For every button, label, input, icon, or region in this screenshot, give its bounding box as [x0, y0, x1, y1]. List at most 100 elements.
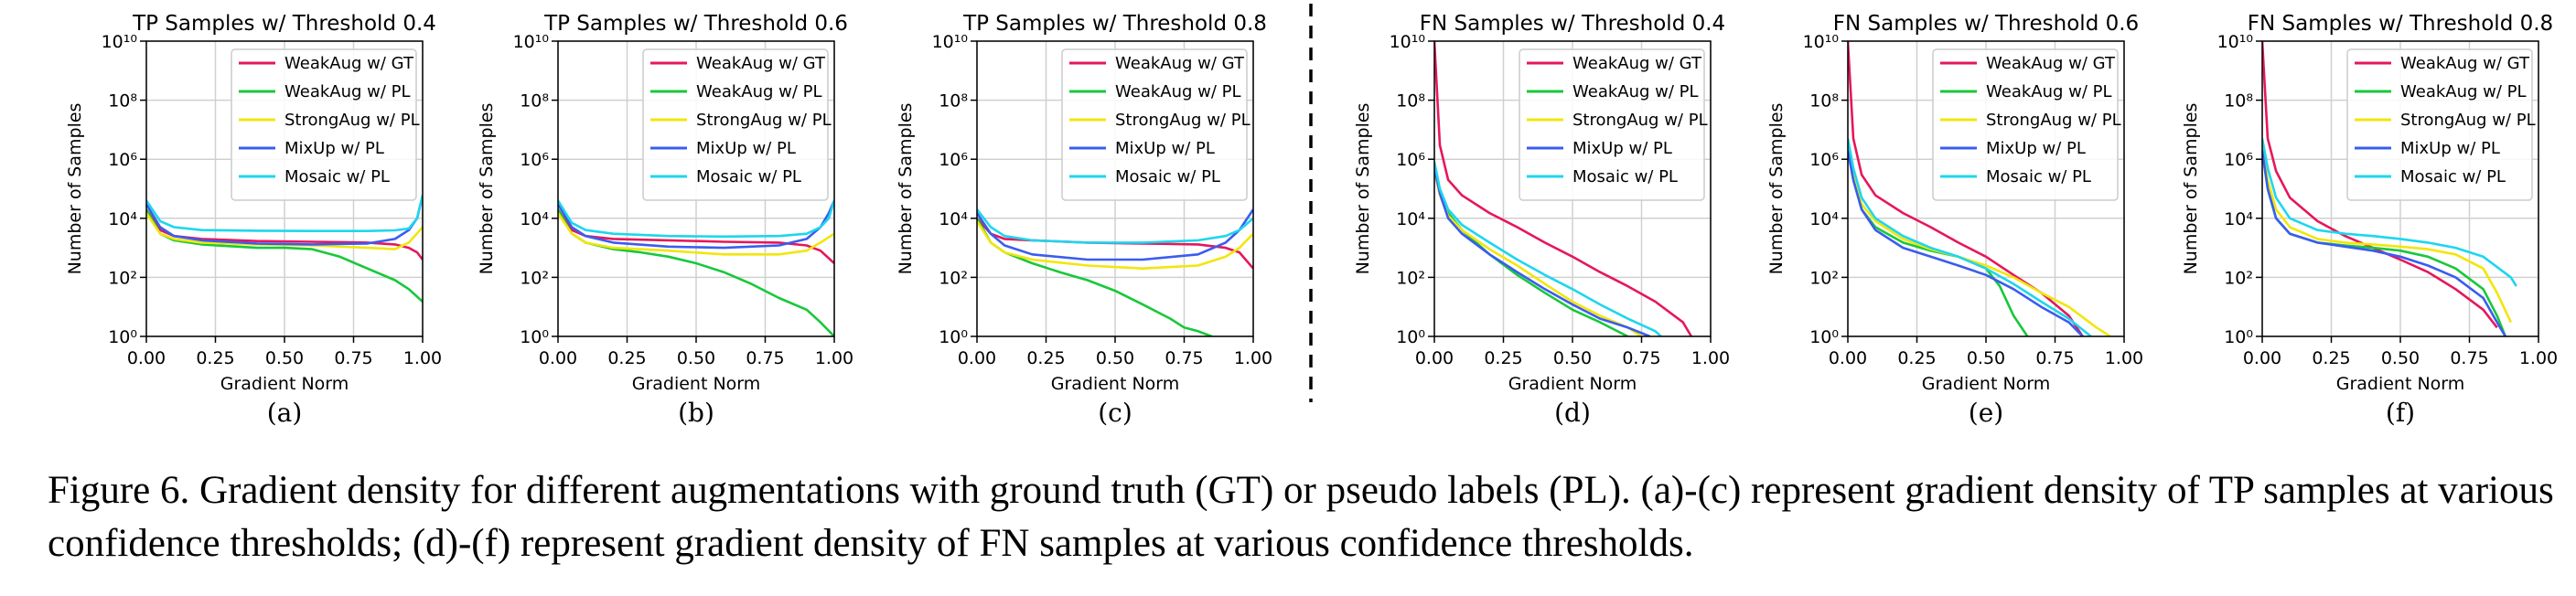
series-line [1848, 138, 2092, 336]
y-tick-label: 10¹⁰ [513, 32, 549, 52]
legend-label: WeakAug w/ GT [1572, 54, 1702, 73]
chart-title: TP Samples w/ Threshold 0.6 [543, 12, 848, 36]
x-tick-label: 0.00 [1415, 348, 1454, 368]
legend-label: Mosaic w/ PL [1115, 167, 1220, 186]
x-tick-label: 1.00 [2105, 348, 2143, 368]
legend-label: Mosaic w/ PL [1986, 167, 2091, 186]
y-tick-label: 10⁰ [939, 327, 968, 347]
x-tick-label: 1.00 [403, 348, 442, 368]
legend-label: Mosaic w/ PL [1572, 167, 1678, 186]
legend-label: MixUp w/ PL [2400, 139, 2500, 158]
y-tick-label: 10² [520, 268, 549, 288]
legend-box [1932, 48, 2119, 201]
y-tick-label: 10² [2224, 268, 2253, 288]
legend-label: WeakAug w/ PL [1115, 82, 1241, 101]
x-tick-label: 1.00 [2519, 348, 2558, 368]
legend-label: WeakAug w/ GT [696, 54, 826, 73]
legend-label: MixUp w/ PL [1572, 139, 1672, 158]
y-tick-label: 10⁶ [939, 150, 968, 170]
series-line [1434, 167, 1651, 336]
y-tick-label: 10⁴ [1396, 209, 1425, 229]
legend-label: WeakAug w/ PL [696, 82, 822, 101]
x-axis-label: Gradient Norm [1051, 374, 1180, 394]
x-tick-label: 1.00 [1691, 348, 1730, 368]
legend-box [231, 48, 417, 201]
series-line [1434, 41, 1693, 336]
y-axis-label: Number of Samples [1353, 103, 1373, 275]
y-axis-label: Number of Samples [896, 103, 916, 275]
y-tick-label: 10⁰ [1809, 327, 1839, 347]
legend: WeakAug w/ GT WeakAug w/ PL StrongAug w/ P… [1932, 48, 2121, 201]
legend-label: WeakAug w/ PL [284, 82, 411, 101]
x-tick-label: 0.00 [127, 348, 166, 368]
y-tick-label: 10⁸ [1809, 91, 1839, 112]
panel-sublabel: (a) [267, 398, 303, 428]
x-tick-label: 0.00 [1829, 348, 1867, 368]
series-line [2262, 138, 2517, 287]
y-tick-label: 10⁶ [2224, 150, 2253, 170]
series-line [146, 195, 423, 232]
x-tick-label: 0.75 [1165, 348, 1203, 368]
chart-title: FN Samples w/ Threshold 0.6 [1833, 12, 2139, 36]
y-tick-label: 10¹⁰ [2217, 32, 2253, 52]
x-tick-label: 0.25 [1897, 348, 1936, 368]
legend-box [2346, 48, 2533, 201]
legend-label: StrongAug w/ PL [284, 111, 420, 130]
x-tick-label: 0.50 [2381, 348, 2420, 368]
y-tick-label: 10² [1396, 268, 1425, 288]
series-line [2262, 41, 2498, 329]
y-tick-label: 10⁰ [520, 327, 549, 347]
legend-label: StrongAug w/ PL [2400, 111, 2536, 130]
series-line [558, 199, 834, 239]
panel-sublabel: (f) [2386, 398, 2415, 428]
x-tick-label: 0.75 [2035, 348, 2074, 368]
x-axis-label: Gradient Norm [1922, 374, 2051, 394]
y-tick-label: 10⁰ [2224, 327, 2253, 347]
x-tick-label: 0.25 [1484, 348, 1522, 368]
y-tick-label: 10⁶ [1396, 150, 1425, 170]
y-tick-label: 10¹⁰ [102, 32, 137, 52]
legend-box [1061, 48, 1248, 201]
panel-sublabel: (e) [1969, 398, 2003, 428]
series-line [558, 208, 834, 264]
series-line [558, 212, 834, 256]
legend-label: StrongAug w/ PL [696, 111, 832, 130]
legend-label: Mosaic w/ PL [696, 167, 801, 186]
x-tick-label: 0.00 [2243, 348, 2281, 368]
series-line [2262, 150, 2506, 336]
chart-panel: 0.00 0.25 0.50 0.75 1.00 10⁰ 10² 10⁴ 10⁶ 10⁸ 10¹⁰T… [896, 12, 1272, 428]
y-axis-label: Number of Samples [2181, 103, 2201, 275]
y-tick-label: 10⁶ [1809, 150, 1839, 170]
x-tick-label: 0.50 [1967, 348, 2005, 368]
x-tick-label: 0.00 [958, 348, 996, 368]
y-tick-label: 10² [1809, 268, 1839, 288]
y-tick-label: 10⁴ [520, 209, 549, 229]
legend-label: WeakAug w/ GT [284, 54, 414, 73]
y-tick-label: 10⁶ [520, 150, 549, 170]
legend: WeakAug w/ GT WeakAug w/ PL StrongAug w/ P… [2346, 48, 2536, 201]
chart-panel: 0.00 0.25 0.50 0.75 1.00 10⁰ 10² 10⁴ 10⁶ 10⁸ 10¹⁰F… [1353, 12, 1730, 428]
x-tick-label: 0.50 [1553, 348, 1592, 368]
x-tick-label: 1.00 [815, 348, 853, 368]
y-tick-label: 10⁰ [1396, 327, 1425, 347]
series-lines [1848, 41, 2111, 336]
x-tick-label: 0.75 [1622, 348, 1660, 368]
series-lines [146, 195, 423, 303]
series-lines [977, 208, 1253, 336]
x-axis-label: Gradient Norm [220, 374, 349, 394]
panel-sublabel: (d) [1554, 398, 1591, 428]
series-line [977, 208, 1253, 261]
y-tick-label: 10¹⁰ [932, 32, 968, 52]
legend-label: MixUp w/ PL [284, 139, 384, 158]
x-tick-label: 0.50 [265, 348, 304, 368]
x-tick-label: 0.75 [746, 348, 784, 368]
y-axis-label: Number of Samples [65, 103, 85, 275]
panel-sublabel: (c) [1098, 398, 1132, 428]
y-tick-label: 10⁸ [2224, 91, 2253, 112]
legend-label: WeakAug w/ GT [1115, 54, 1245, 73]
y-tick-label: 10⁸ [939, 91, 968, 112]
figure-panels: 0.00 0.25 0.50 0.75 1.0010⁰10²10⁴10⁶10⁸10¹⁰T… [65, 4, 2558, 428]
panel-sublabel: (b) [678, 398, 714, 428]
x-tick-label: 0.25 [607, 348, 646, 368]
series-line [977, 220, 1253, 270]
